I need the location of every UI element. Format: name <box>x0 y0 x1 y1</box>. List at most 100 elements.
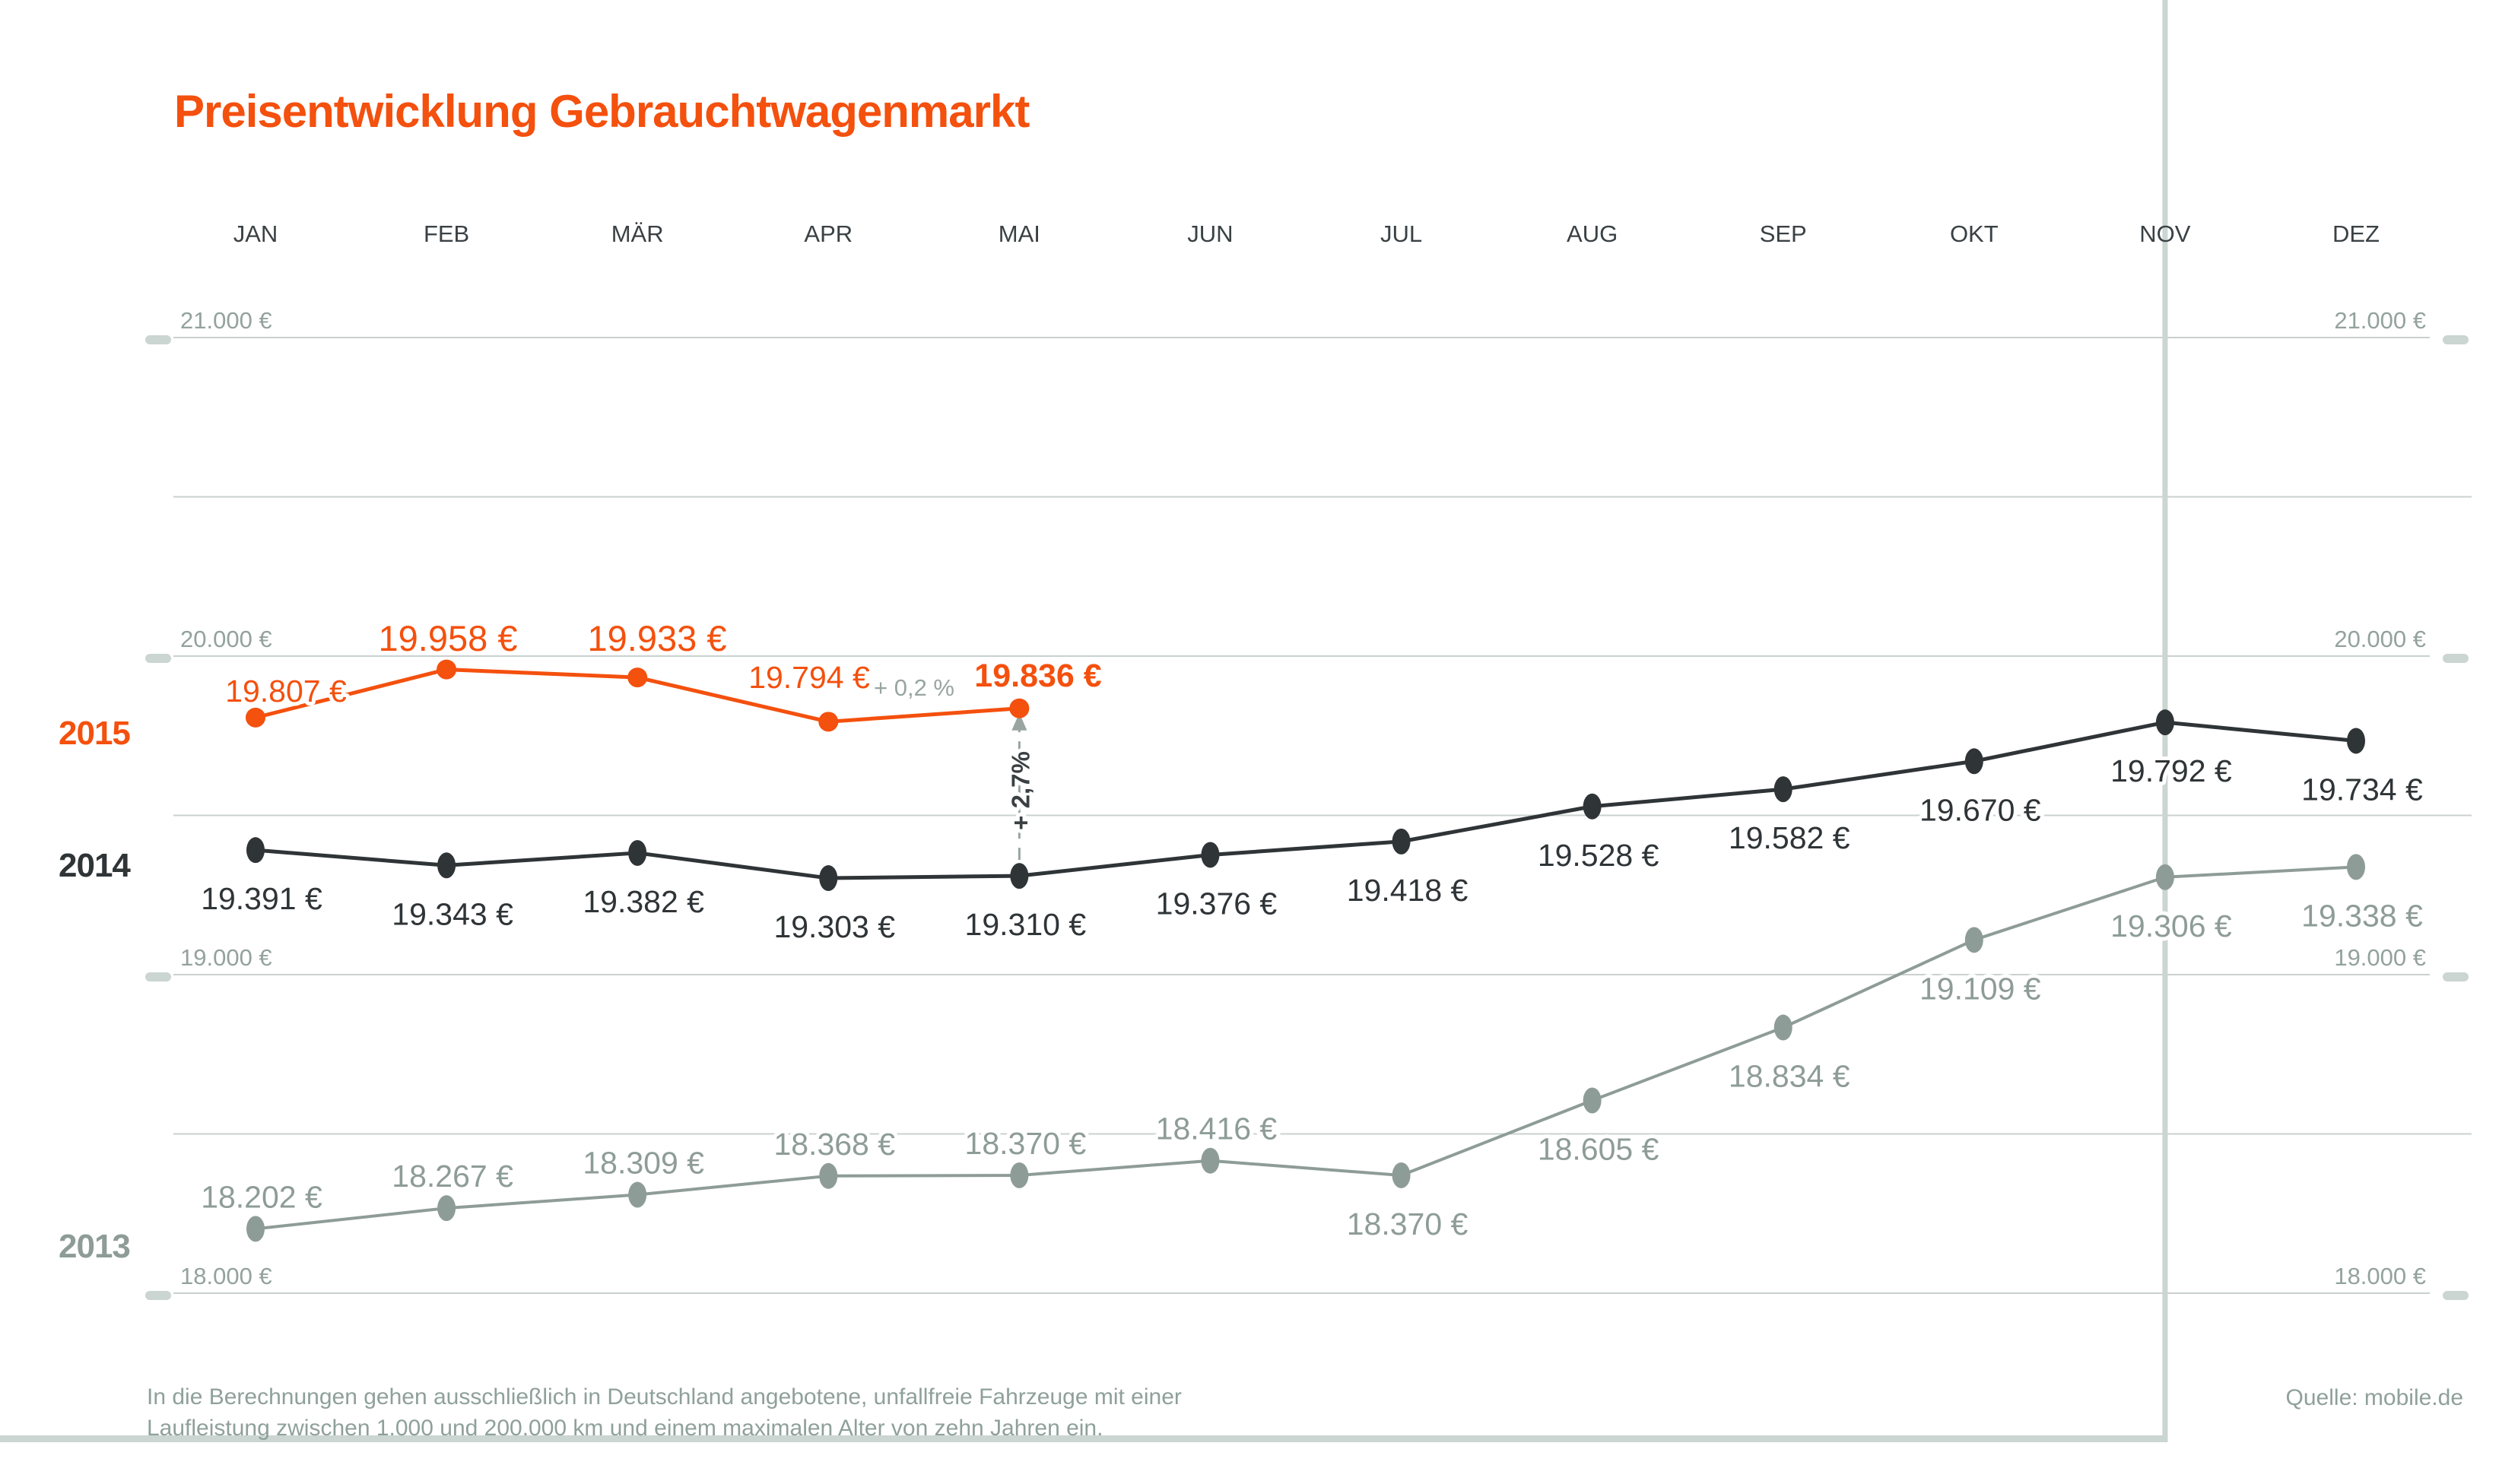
y-axis-tick-left <box>145 335 171 344</box>
series-2014-value-label: 19.734 € <box>2301 772 2423 807</box>
series-2013-point <box>1964 927 1983 953</box>
month-label: JAN <box>233 220 278 247</box>
series-label-2014: 2014 <box>59 847 131 884</box>
series-2014-point <box>1392 828 1411 855</box>
series-2015-point <box>818 712 839 732</box>
series-2013-point <box>1583 1087 1602 1114</box>
series-2014-value-label: 19.310 € <box>965 907 1087 942</box>
series-2013-value-label: 19.338 € <box>2301 898 2423 933</box>
y-axis-tick-right <box>2443 335 2469 344</box>
y-axis-label-right: 20.000 € <box>2334 626 2426 652</box>
series-2013-point <box>2155 864 2174 890</box>
y-axis-label-left: 21.000 € <box>180 307 272 334</box>
series-2015-point <box>246 707 265 728</box>
series-2013-point <box>437 1195 456 1222</box>
series-2013-value-label: 19.109 € <box>1919 971 2041 1006</box>
series-label-2015: 2015 <box>59 715 131 752</box>
month-label: NOV <box>2139 220 2191 247</box>
series-2014-point <box>246 837 265 864</box>
y-axis-label-left: 18.000 € <box>180 1263 272 1289</box>
series-2013-value-label: 18.605 € <box>1538 1132 1659 1167</box>
month-label: JUN <box>1187 220 1233 247</box>
series-2014-value-label: 19.382 € <box>583 884 704 919</box>
series-2014-value-label: 19.303 € <box>773 909 895 944</box>
series-2015-point <box>1009 698 1030 718</box>
series-2013-value-label: 18.202 € <box>201 1179 322 1214</box>
series-2013-point <box>1201 1147 1220 1174</box>
series-2015-point <box>437 659 457 680</box>
series-2014-value-label: 19.376 € <box>1156 886 1278 921</box>
series-2013-point <box>2346 854 2365 880</box>
series-2013-value-label: 18.370 € <box>1347 1207 1469 1241</box>
y-axis-tick-right <box>2443 654 2469 663</box>
yoy-change-label: + 2,7% <box>1006 751 1034 830</box>
series-2013-value-label: 18.267 € <box>392 1159 513 1194</box>
series-2013-point <box>246 1216 265 1242</box>
month-label: SEP <box>1760 220 1807 247</box>
y-axis-tick-right <box>2443 1291 2469 1300</box>
series-2013-value-label: 18.416 € <box>1156 1111 1278 1146</box>
series-2013-point <box>1773 1014 1792 1041</box>
bottom-rule <box>0 1435 2168 1442</box>
series-2013-value-label: 19.306 € <box>2110 908 2232 943</box>
series-2013-value-label: 18.309 € <box>583 1146 704 1181</box>
y-axis-label-right: 19.000 € <box>2334 944 2426 971</box>
series-2013-value-label: 18.368 € <box>773 1127 895 1162</box>
month-label: JUL <box>1380 220 1422 247</box>
footnote: In die Berechnungen gehen ausschließlich… <box>147 1381 1182 1444</box>
month-label: DEZ <box>2332 220 2380 247</box>
series-2014-line <box>255 720 2357 880</box>
month-label: MAI <box>999 220 1040 247</box>
series-2014-point <box>1201 842 1220 868</box>
series-2014-value-label: 19.418 € <box>1347 873 1469 908</box>
series-2014-point <box>2346 728 2365 754</box>
month-label: OKT <box>1950 220 1999 247</box>
series-2015-value-label: 19.958 € <box>379 618 518 658</box>
series-2013-value-label: 18.370 € <box>965 1126 1087 1161</box>
series-2015-value-label: 19.933 € <box>588 618 727 658</box>
series-2014-value-label: 19.670 € <box>1919 792 2041 827</box>
series-2014-point <box>1964 748 1983 775</box>
series-2015-value-label: 19.836 € <box>974 658 1101 694</box>
series-2014-value-label: 19.582 € <box>1729 820 1850 855</box>
series-2013-value-label: 18.834 € <box>1729 1059 1850 1094</box>
series-2014-point <box>628 839 647 866</box>
month-label: MÄR <box>611 220 664 247</box>
y-axis-tick-left <box>145 654 171 663</box>
y-axis-tick-left <box>145 1291 171 1300</box>
series-2014-value-label: 19.343 € <box>392 896 513 931</box>
month-label: FEB <box>424 220 469 247</box>
footnote-line-1: In die Berechnungen gehen ausschließlich… <box>147 1384 1182 1409</box>
series-2013-point <box>1392 1162 1411 1188</box>
y-axis-tick-right <box>2443 972 2469 981</box>
series-2014-value-label: 19.391 € <box>201 881 322 916</box>
series-2015-value-label: 19.807 € <box>225 674 347 709</box>
yoy-arrow-head <box>1011 712 1027 731</box>
series-2013-point <box>1010 1162 1029 1188</box>
series-2014-point <box>2155 709 2174 736</box>
series-2014-point <box>437 852 456 879</box>
series-2014-point <box>819 865 838 892</box>
page-title: Preisentwicklung Gebrauchtwagenmarkt <box>174 86 1030 137</box>
series-label-2013: 2013 <box>59 1228 131 1265</box>
source-credit: Quelle: mobile.de <box>2285 1385 2463 1410</box>
mom-change-label: + 0,2 % <box>874 674 954 701</box>
y-axis-tick-left <box>145 972 171 981</box>
series-2015-point <box>627 667 648 688</box>
series-2014-value-label: 19.792 € <box>2110 753 2232 788</box>
series-2015-value-label: 19.794 € <box>748 660 870 695</box>
series-2014-point <box>1773 776 1792 803</box>
y-axis-label-left: 20.000 € <box>180 626 272 652</box>
y-axis-label-left: 19.000 € <box>180 944 272 971</box>
series-2014-point <box>1583 793 1602 820</box>
y-axis-label-right: 18.000 € <box>2334 1263 2426 1289</box>
series-2013-point <box>628 1181 647 1208</box>
month-label: APR <box>804 220 853 247</box>
y-axis-label-right: 21.000 € <box>2334 307 2426 334</box>
series-2013-point <box>819 1162 838 1189</box>
footnote-line-2: Laufleistung zwischen 1.000 und 200.000 … <box>147 1416 1103 1441</box>
month-label: AUG <box>1567 220 1618 247</box>
series-2013-line <box>255 865 2357 1231</box>
